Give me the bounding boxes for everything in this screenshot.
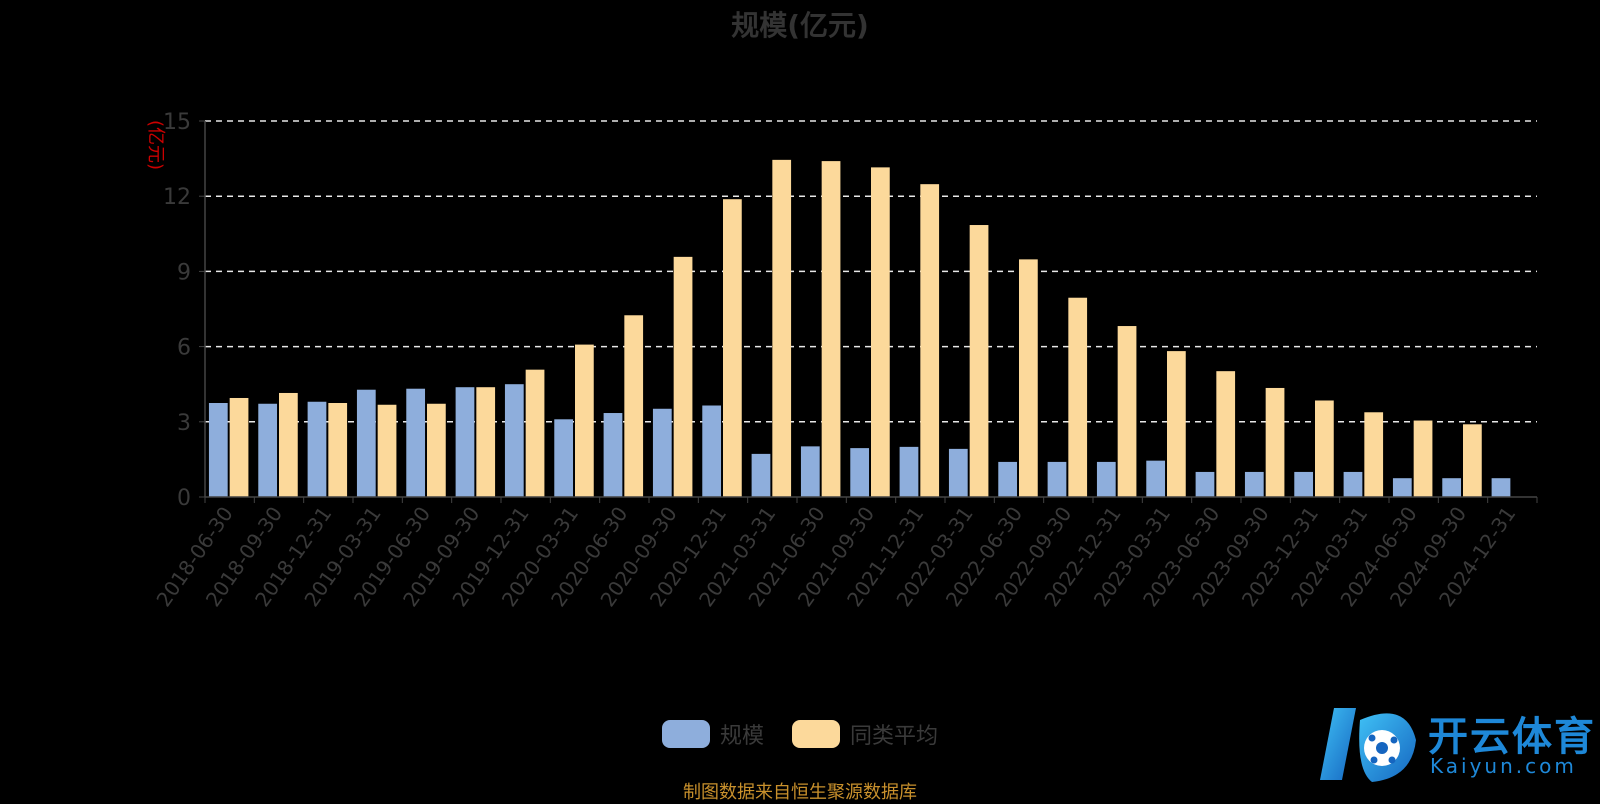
bar-scale[interactable] bbox=[998, 461, 1018, 497]
bar-scale[interactable] bbox=[554, 419, 574, 497]
bar-peer-average[interactable] bbox=[821, 161, 841, 497]
bar-peer-average[interactable] bbox=[624, 315, 644, 497]
legend-label-peer-average: 同类平均 bbox=[850, 724, 939, 749]
bar-peer-average[interactable] bbox=[1019, 259, 1038, 497]
legend-label-scale: 规模 bbox=[719, 724, 764, 749]
bar-scale[interactable] bbox=[1442, 478, 1462, 497]
bar-scale[interactable] bbox=[1195, 471, 1215, 497]
bar-scale[interactable] bbox=[702, 405, 722, 497]
legend: 规模 同类平均 bbox=[0, 718, 1600, 750]
bar-peer-average[interactable] bbox=[229, 397, 249, 497]
bar-peer-average[interactable] bbox=[920, 184, 940, 497]
bar-peer-average[interactable] bbox=[279, 392, 298, 497]
bar-scale[interactable] bbox=[1343, 471, 1363, 497]
bar-scale[interactable] bbox=[504, 384, 524, 497]
y-tick-label: 6 bbox=[177, 336, 191, 361]
bar-peer-average[interactable] bbox=[1167, 351, 1186, 497]
bar-scale[interactable] bbox=[800, 446, 820, 497]
bar-scale[interactable] bbox=[850, 448, 870, 497]
bar-peer-average[interactable] bbox=[1364, 412, 1384, 497]
bar-peer-average[interactable] bbox=[772, 159, 792, 497]
bar-scale[interactable] bbox=[1294, 471, 1314, 497]
bar-scale[interactable] bbox=[899, 446, 919, 497]
y-tick-label: 3 bbox=[177, 411, 191, 436]
bar-peer-average[interactable] bbox=[575, 344, 594, 497]
brand-logo: 开云体育 Kaiyun.com bbox=[1316, 700, 1596, 788]
bar-peer-average[interactable] bbox=[377, 404, 397, 497]
legend-swatch-peer-average bbox=[792, 720, 840, 748]
bar-scale[interactable] bbox=[652, 408, 672, 497]
y-tick-label: 12 bbox=[163, 185, 191, 210]
bar-peer-average[interactable] bbox=[427, 403, 446, 497]
y-tick-label: 15 bbox=[163, 110, 191, 135]
y-axis-label: (亿元) bbox=[145, 120, 166, 170]
bar-scale[interactable] bbox=[356, 389, 376, 497]
axis-layer: 036912152018-06-302018-09-302018-12-3120… bbox=[151, 110, 1538, 611]
source-note: 制图数据来自恒生聚源数据库 bbox=[683, 782, 917, 803]
bar-peer-average[interactable] bbox=[1315, 400, 1334, 497]
legend-swatch-scale bbox=[661, 720, 710, 748]
bar-scale[interactable] bbox=[751, 453, 771, 497]
bar-scale[interactable] bbox=[258, 403, 278, 497]
soccer-ball-logo-icon bbox=[1320, 708, 1416, 782]
bar-scale[interactable] bbox=[1244, 471, 1264, 497]
bar-peer-average[interactable] bbox=[1117, 326, 1137, 497]
bar-scale[interactable] bbox=[1047, 461, 1067, 497]
bar-peer-average[interactable] bbox=[673, 256, 693, 497]
bar-peer-average[interactable] bbox=[1413, 420, 1433, 497]
bar-peer-average[interactable] bbox=[1265, 387, 1285, 497]
bar-peer-average[interactable] bbox=[1068, 297, 1088, 497]
bar-peer-average[interactable] bbox=[476, 387, 496, 497]
logo-text-en: Kaiyun.com bbox=[1430, 754, 1577, 778]
bars-layer bbox=[208, 159, 1511, 497]
bar-scale[interactable] bbox=[208, 403, 228, 497]
y-tick-label: 0 bbox=[177, 486, 191, 511]
bar-scale[interactable] bbox=[307, 401, 327, 497]
legend-item-peer-average[interactable]: 同类平均 bbox=[792, 718, 938, 750]
bar-scale[interactable] bbox=[948, 448, 968, 497]
bar-peer-average[interactable] bbox=[871, 167, 890, 497]
chart-title: 规模(亿元) bbox=[731, 9, 869, 42]
bar-scale[interactable] bbox=[406, 388, 426, 497]
bar-peer-average[interactable] bbox=[969, 225, 989, 497]
bar-chart: 036912152018-06-302018-09-302018-12-3120… bbox=[145, 110, 1538, 611]
legend-item-scale[interactable]: 规模 bbox=[661, 718, 764, 750]
bar-scale[interactable] bbox=[455, 387, 475, 497]
bar-scale[interactable] bbox=[1146, 460, 1166, 497]
bar-peer-average[interactable] bbox=[328, 403, 348, 497]
bar-peer-average[interactable] bbox=[525, 369, 545, 497]
bar-peer-average[interactable] bbox=[1463, 424, 1482, 497]
logo-text-cn: 开云体育 bbox=[1428, 714, 1596, 760]
bar-peer-average[interactable] bbox=[723, 199, 742, 497]
bar-scale[interactable] bbox=[603, 413, 623, 497]
bar-scale[interactable] bbox=[1491, 478, 1511, 497]
bar-scale[interactable] bbox=[1096, 461, 1116, 497]
bar-peer-average[interactable] bbox=[1216, 371, 1236, 497]
bar-scale[interactable] bbox=[1392, 478, 1412, 497]
y-tick-label: 9 bbox=[177, 260, 191, 285]
